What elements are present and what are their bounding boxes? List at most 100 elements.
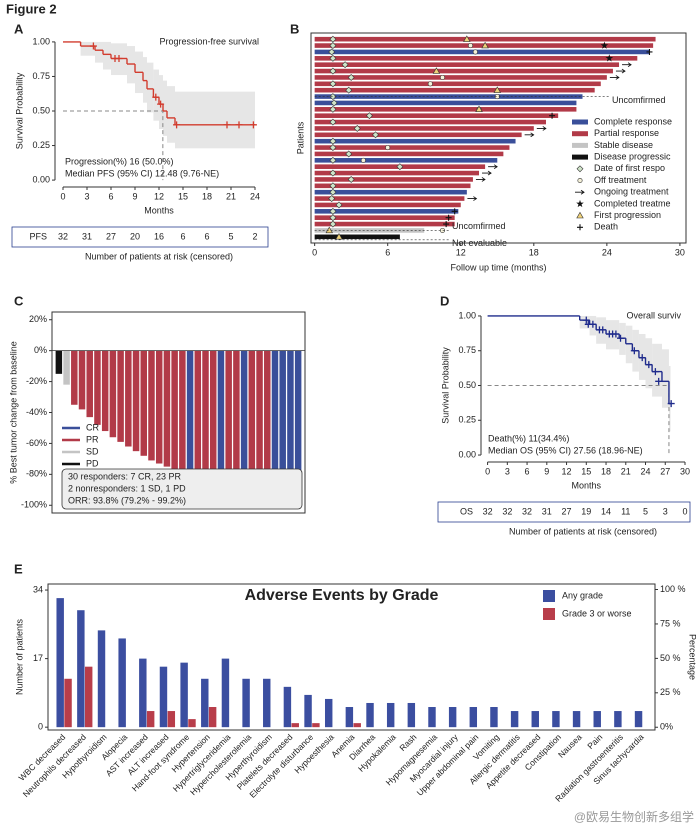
bar [163, 350, 171, 467]
swimmer-bar [314, 189, 467, 195]
bar [63, 350, 70, 385]
bar [469, 707, 478, 728]
x-tick-label: 24 [641, 466, 651, 476]
risk-table-box [11, 226, 269, 248]
censor-mark [582, 316, 590, 324]
risk-value: 27 [106, 231, 116, 241]
swimmer-bar [314, 87, 595, 93]
y-axis-label: % Best tumor change from baseline [8, 341, 18, 484]
bar [180, 662, 188, 728]
series-label: Progression-free survival [159, 36, 259, 46]
y-axis-label: Survival Probability [440, 347, 450, 424]
off-treatment-marker [467, 43, 473, 49]
panel-label: D [440, 293, 449, 308]
swimmer-bar [314, 49, 650, 55]
ci-band [163, 80, 167, 136]
y-tick-label: 0% [34, 345, 47, 355]
y-tick-label: 0 [38, 722, 43, 732]
censor-mark [589, 320, 597, 328]
bar [64, 678, 72, 728]
swimmer-bar [314, 202, 461, 208]
risk-value: 32 [58, 231, 68, 241]
legend-label: Off treatment [594, 175, 647, 185]
death-marker [451, 208, 458, 215]
legend-swatch [572, 119, 588, 125]
censor-mark [223, 121, 231, 129]
first-response-marker [329, 156, 337, 164]
bar [146, 711, 155, 728]
legend-label: Death [594, 222, 618, 232]
bar [279, 350, 286, 506]
bar [167, 711, 176, 728]
censor-mark [89, 42, 97, 50]
y-tick-label: -100% [21, 500, 47, 510]
legend-symbol [577, 224, 583, 231]
legend-label: Any grade [562, 590, 603, 600]
plot-frame [47, 583, 656, 731]
swimmer-bar [314, 81, 601, 87]
y2-axis-label: Percentage [688, 634, 698, 680]
plot-frame [310, 32, 687, 244]
ci-band [579, 315, 590, 329]
ci-band [147, 62, 154, 113]
ci-band [95, 41, 103, 63]
bar [531, 711, 539, 728]
bar [304, 694, 312, 728]
y-axis-label: Number of patients [14, 618, 24, 695]
legend-symbol [576, 211, 584, 219]
first-response-marker [347, 176, 355, 183]
annotation: Not evaluable [452, 238, 507, 248]
ongoing-arrow [609, 75, 620, 80]
first-response-marker [329, 80, 337, 88]
x-tick-label: 24 [250, 191, 260, 201]
legend-label: Disease progressic [594, 151, 671, 161]
bar [97, 630, 106, 728]
bar [294, 350, 302, 506]
bar [572, 711, 581, 728]
bar [202, 350, 209, 483]
legend-label: Completed treatme [594, 198, 671, 208]
death-marker [549, 112, 556, 119]
first-response-marker [341, 61, 349, 69]
censor-mark [645, 361, 653, 369]
bar [109, 350, 117, 438]
bar [179, 350, 186, 473]
swimmer-bar [314, 126, 534, 131]
bar [634, 711, 643, 728]
risk-table-box [437, 501, 691, 523]
censor-mark [638, 354, 646, 362]
swimmer-bar [314, 36, 656, 42]
watermark: @欧易生物创新多组学 [574, 809, 694, 824]
swimmer-bar [314, 107, 577, 112]
swimmer-bar [314, 234, 400, 240]
ci-band [175, 91, 255, 149]
first-response-marker [347, 74, 355, 81]
bar [256, 350, 263, 506]
ongoing-arrow [524, 132, 535, 138]
bar [614, 711, 622, 728]
y-tick-label: 0.75 [32, 71, 50, 81]
first-response-marker [329, 169, 337, 177]
censor-mark [249, 121, 257, 129]
bar [242, 678, 250, 728]
bar [77, 610, 85, 728]
swimmer-bar [314, 158, 498, 163]
bar [448, 707, 457, 728]
annotation: Median PFS (95% CI) 12.48 (9.76-NE) [65, 168, 219, 178]
risk-value: 5 [643, 506, 648, 516]
y-tick-label: -20% [26, 376, 47, 386]
bar [353, 723, 361, 728]
y-tick-label: 0.00 [458, 449, 476, 459]
censor-mark [630, 347, 638, 355]
risk-value: 31 [82, 231, 92, 241]
bar [312, 723, 320, 728]
x-tick-label: 15 [581, 466, 591, 476]
swimmer-bar [314, 62, 620, 67]
x-tick-label: 6 [385, 247, 390, 257]
bar [132, 350, 140, 452]
risk-value: 3 [663, 506, 668, 516]
bar [159, 666, 168, 728]
bar [171, 350, 178, 470]
legend-swatch [572, 154, 588, 160]
bar [201, 678, 209, 728]
